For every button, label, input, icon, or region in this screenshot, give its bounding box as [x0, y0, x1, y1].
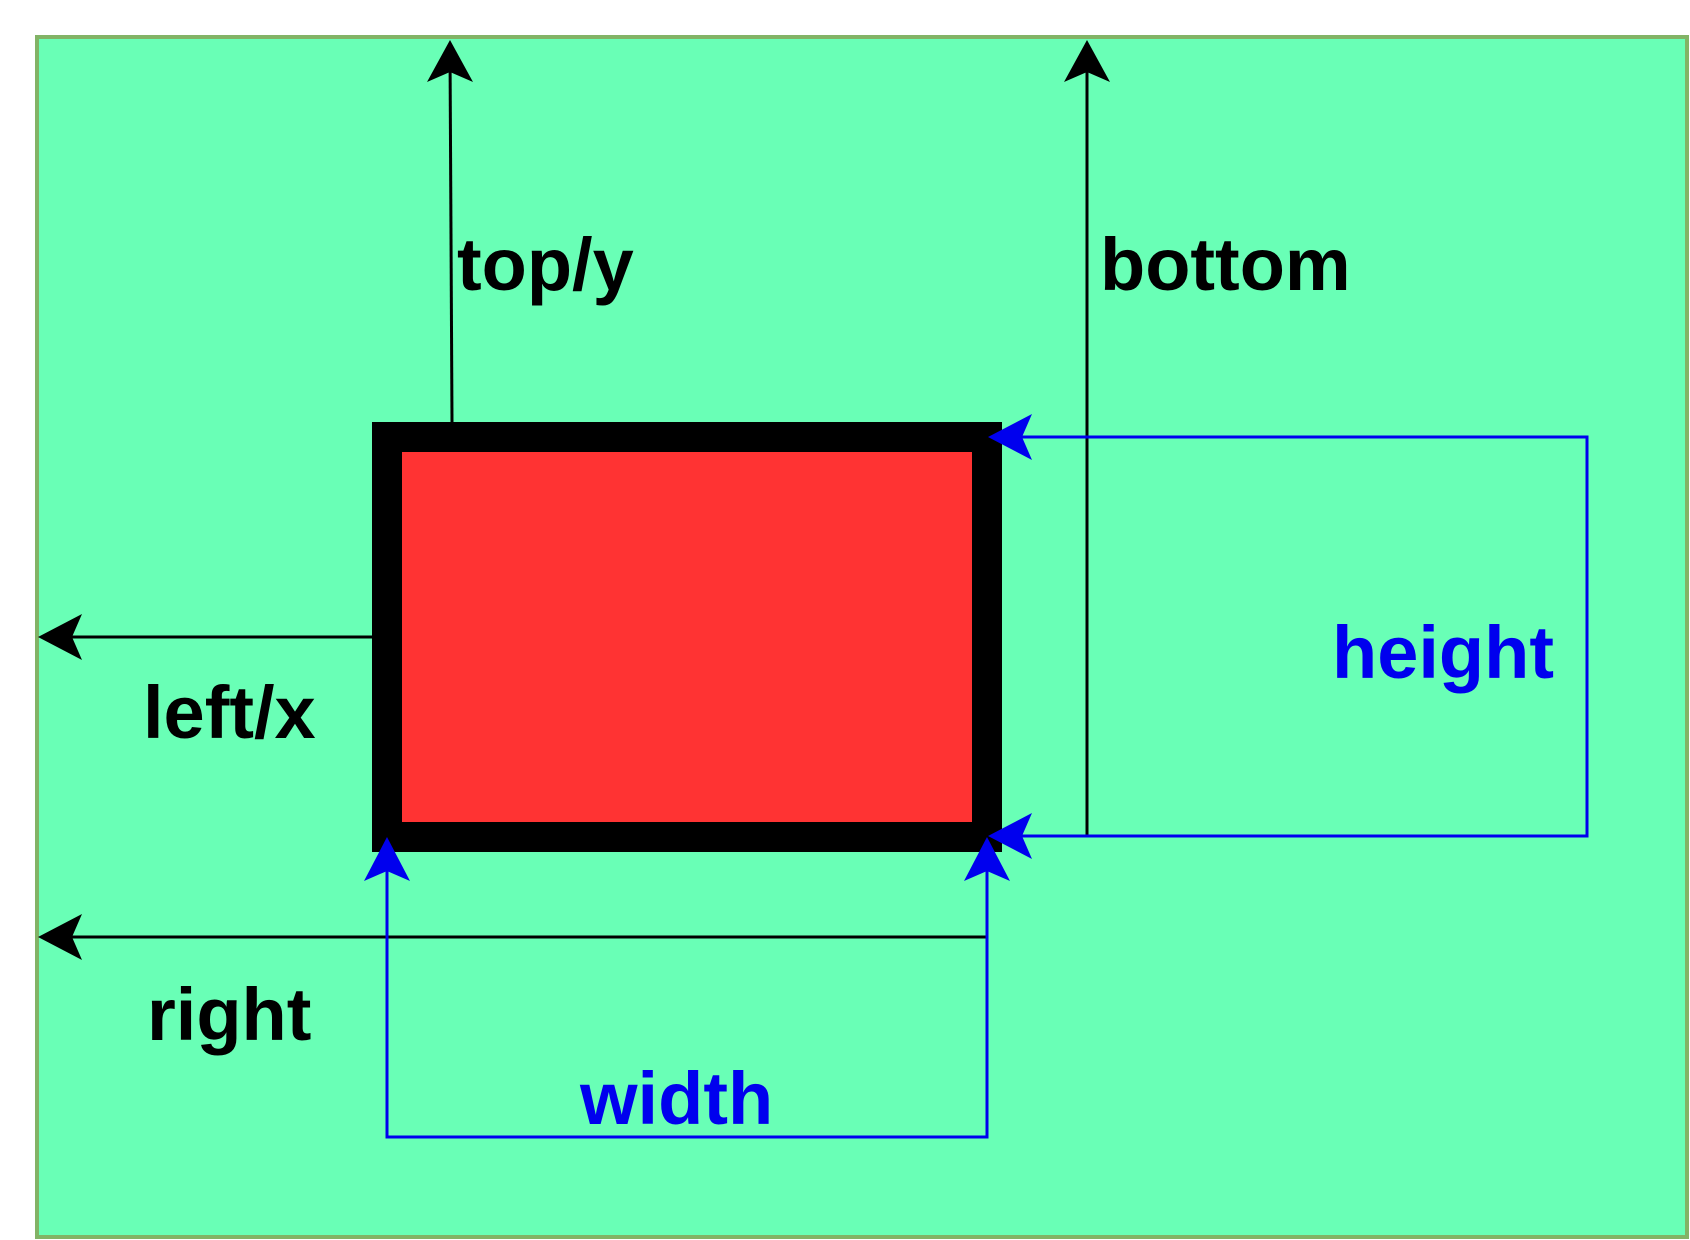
element-box — [372, 422, 1002, 852]
height-bracket — [988, 414, 1589, 859]
width-label: width — [579, 1057, 773, 1140]
width-bracket — [364, 837, 1010, 1139]
right-arrow — [38, 914, 987, 960]
top-label: top/y — [457, 223, 634, 306]
height-label: height — [1332, 611, 1554, 694]
bottom-label: bottom — [1100, 223, 1351, 306]
left-label: left/x — [143, 671, 316, 754]
bottom-arrow — [1064, 40, 1110, 836]
left-arrow — [38, 614, 372, 660]
right-label: right — [147, 973, 311, 1056]
top-arrow — [427, 40, 473, 423]
